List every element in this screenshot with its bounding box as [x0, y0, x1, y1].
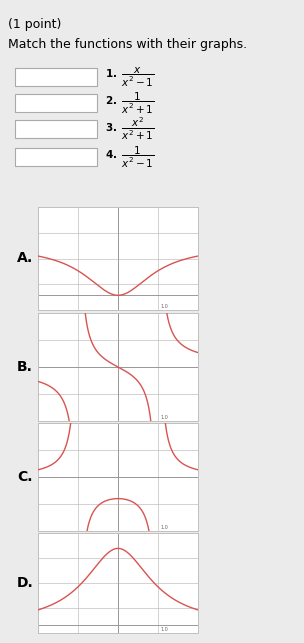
Text: $\mathbf{4.}\ \dfrac{1}{x^2-1}$: $\mathbf{4.}\ \dfrac{1}{x^2-1}$: [105, 145, 154, 170]
Text: C.: C.: [18, 470, 33, 484]
Text: B.: B.: [17, 360, 33, 374]
Text: (1 point): (1 point): [8, 18, 61, 31]
Text: A.: A.: [17, 251, 33, 266]
Text: 1.0: 1.0: [160, 304, 168, 309]
Text: 1.0: 1.0: [160, 627, 168, 632]
Text: 1.0: 1.0: [160, 415, 168, 420]
Text: $\mathbf{2.}\ \dfrac{1}{x^2+1}$: $\mathbf{2.}\ \dfrac{1}{x^2+1}$: [105, 91, 154, 116]
Text: $\mathbf{1.}\ \dfrac{x}{x^2-1}$: $\mathbf{1.}\ \dfrac{x}{x^2-1}$: [105, 66, 154, 89]
Text: 1.0: 1.0: [160, 525, 168, 530]
Text: $\mathbf{3.}\ \dfrac{x^2}{x^2+1}$: $\mathbf{3.}\ \dfrac{x^2}{x^2+1}$: [105, 116, 154, 143]
Text: Match the functions with their graphs.: Match the functions with their graphs.: [8, 38, 247, 51]
Text: D.: D.: [16, 576, 33, 590]
